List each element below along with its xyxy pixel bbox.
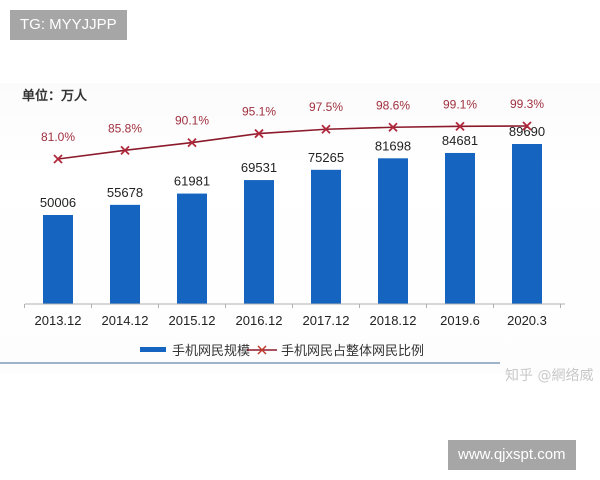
legend-bar-label: 手机网民规模 xyxy=(172,344,251,359)
x-marker-icon xyxy=(388,122,398,132)
bar xyxy=(110,204,140,304)
bar-series xyxy=(43,144,542,304)
bar-value-label: 50006 xyxy=(40,195,76,210)
legend: 手机网民规模 手机网民占整体网民比例 xyxy=(0,340,600,362)
legend-item-line: 手机网民占整体网民比例 xyxy=(247,340,424,359)
x-marker-icon xyxy=(522,121,532,131)
website-badge: www.qjxspt.com xyxy=(448,440,576,470)
telegram-id-badge: TG: MYYJJPP xyxy=(10,10,127,40)
x-axis-label: 2018.12 xyxy=(370,313,417,328)
ratio-markers xyxy=(53,121,532,164)
bar xyxy=(311,169,341,304)
x-axis-label: 2019.6 xyxy=(440,313,480,328)
zhihu-watermark: 知乎 @網络威 xyxy=(505,368,594,384)
bar xyxy=(378,158,408,304)
bar xyxy=(244,180,274,304)
x-marker-icon xyxy=(455,121,465,131)
unit-label: 单位：万人 xyxy=(22,89,88,104)
x-axis-label: 2015.12 xyxy=(169,313,216,328)
bar-value-label: 84681 xyxy=(442,133,478,148)
bar-value-label: 89690 xyxy=(509,124,545,139)
legend-item-bar: 手机网民规模 xyxy=(140,340,250,359)
ratio-value-label: 90.1% xyxy=(175,114,209,128)
ratio-value-label: 99.3% xyxy=(510,97,544,111)
divider xyxy=(0,362,500,364)
ratio-value-label: 81.0% xyxy=(41,130,75,144)
bar xyxy=(445,152,475,304)
ratio-value-label: 98.6% xyxy=(376,98,410,112)
bar xyxy=(43,215,73,304)
ratio-line xyxy=(57,125,528,160)
ratio-value-labels: 81.0% 85.8% 90.1% 95.1% 97.5% 98.6% 99.1% 99.3% xyxy=(41,97,544,144)
x-marker-icon xyxy=(254,128,264,139)
ratio-value-label: 95.1% xyxy=(242,105,276,119)
bar-value-label: 61981 xyxy=(174,174,210,189)
x-axis-label: 2017.12 xyxy=(303,313,350,328)
x-axis-label: 2013.12 xyxy=(35,313,82,328)
x-axis-ticks xyxy=(24,304,561,308)
bar-value-label: 69531 xyxy=(241,160,277,175)
x-marker-icon xyxy=(53,154,63,164)
legend-line-label: 手机网民占整体网民比例 xyxy=(281,344,425,359)
bar-value-label: 75265 xyxy=(308,150,344,165)
ratio-value-label: 97.5% xyxy=(309,100,343,114)
x-marker-icon xyxy=(120,145,130,155)
x-axis-label: 2020.3 xyxy=(507,313,547,328)
x-marker-icon xyxy=(187,137,197,148)
x-axis-label: 2014.12 xyxy=(102,313,149,328)
x-axis-labels: 2013.12 2014.12 2015.12 2016.12 2017.12 2018.… xyxy=(35,313,547,328)
x-marker-icon xyxy=(321,124,331,134)
bar xyxy=(512,144,542,304)
bar-value-label: 55678 xyxy=(107,185,143,200)
legend-bar-swatch-icon xyxy=(140,347,166,352)
legend-line-x-marker-icon xyxy=(247,344,277,355)
bar xyxy=(177,193,207,304)
x-axis-label: 2016.12 xyxy=(236,313,283,328)
chart-plot: 50006 55678 61981 69531 75265 81698 84681 89690… xyxy=(24,97,565,328)
bar-value-labels: 50006 55678 61981 69531 75265 81698 84681 89690 xyxy=(40,124,545,210)
bar-value-label: 81698 xyxy=(375,138,411,153)
ratio-value-label: 99.1% xyxy=(443,97,477,111)
ratio-value-label: 85.8% xyxy=(108,121,142,135)
